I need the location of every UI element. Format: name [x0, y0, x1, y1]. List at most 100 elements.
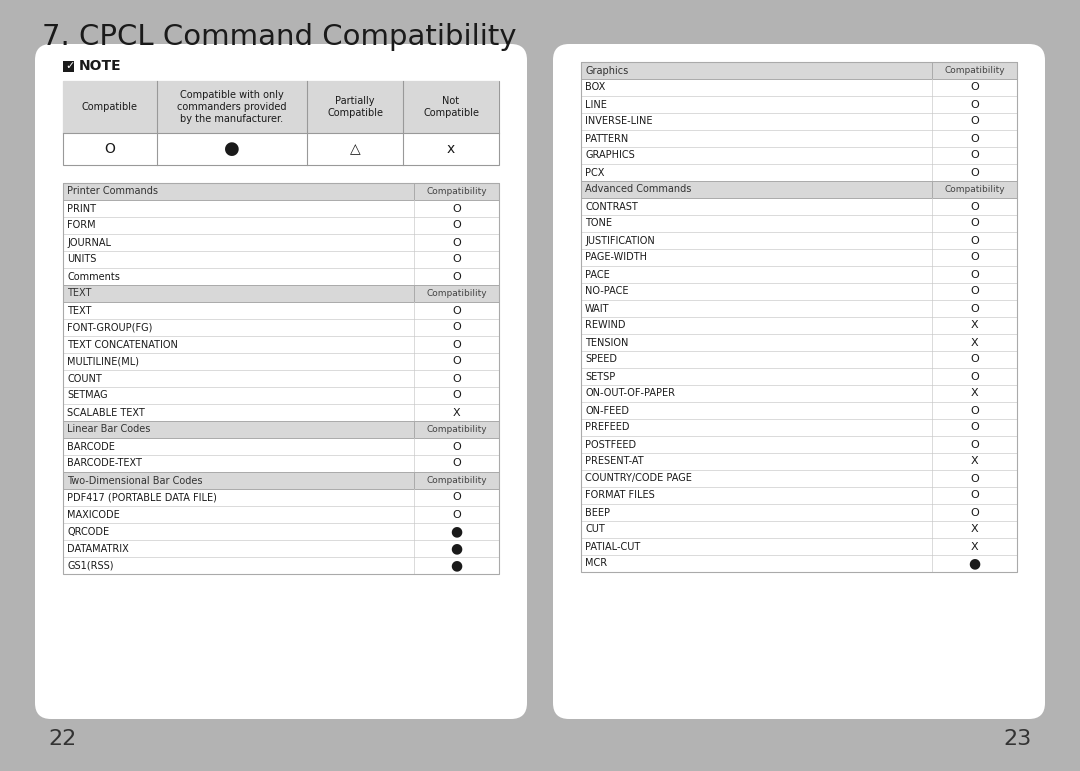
Text: Compatibility: Compatibility [427, 476, 487, 485]
Text: O: O [970, 372, 978, 382]
Text: O: O [970, 473, 978, 483]
Text: O: O [453, 237, 461, 247]
Text: O: O [453, 221, 461, 231]
Bar [63, 183, 499, 574]
Text: O: O [970, 439, 978, 449]
Text: O: O [970, 507, 978, 517]
Text: Comments: Comments [67, 271, 120, 281]
Text: TEXT CONCATENATION: TEXT CONCATENATION [67, 339, 178, 349]
Text: O: O [970, 116, 978, 126]
Text: PATTERN: PATTERN [585, 133, 629, 143]
Text: BARCODE: BARCODE [67, 442, 114, 452]
Text: O: O [970, 235, 978, 245]
Text: JOURNAL: JOURNAL [67, 237, 111, 247]
Bar [63, 183, 499, 574]
Text: O: O [970, 252, 978, 262]
Text: X: X [453, 408, 460, 418]
Text: NO-PACE: NO-PACE [585, 287, 629, 297]
Text: FONT-GROUP(FG): FONT-GROUP(FG) [67, 322, 152, 332]
Text: PRINT: PRINT [67, 204, 96, 214]
Text: X: X [971, 338, 978, 348]
Text: PCX: PCX [585, 167, 605, 177]
Text: O: O [453, 510, 461, 520]
Text: ON-OUT-OF-PAPER: ON-OUT-OF-PAPER [585, 389, 675, 399]
Text: TEXT: TEXT [67, 305, 92, 315]
Text: MCR: MCR [585, 558, 607, 568]
Text: Compatible with only
commanders provided
by the manufacturer.: Compatible with only commanders provided… [177, 89, 286, 124]
Text: X: X [971, 389, 978, 399]
Text: O: O [970, 287, 978, 297]
Bar [63, 183, 499, 200]
Text: O: O [970, 270, 978, 280]
Text: DATAMATRIX: DATAMATRIX [67, 544, 129, 554]
Bar [581, 181, 1017, 198]
Text: Not
Compatible: Not Compatible [423, 96, 480, 118]
Text: O: O [970, 99, 978, 109]
Text: △: △ [350, 142, 361, 156]
Text: LINE: LINE [585, 99, 607, 109]
Text: TONE: TONE [585, 218, 612, 228]
Text: SETSP: SETSP [585, 372, 616, 382]
Text: Linear Bar Codes: Linear Bar Codes [67, 425, 150, 435]
Text: Compatibility: Compatibility [427, 289, 487, 298]
Text: ●: ● [969, 557, 981, 571]
Text: ●: ● [450, 524, 462, 538]
Text: ●: ● [450, 558, 462, 573]
Text: O: O [453, 459, 461, 469]
Text: O: O [970, 406, 978, 416]
Text: Two-Dimensional Bar Codes: Two-Dimensional Bar Codes [67, 476, 203, 486]
Bar [63, 60, 75, 72]
Text: X: X [971, 456, 978, 466]
Text: O: O [453, 271, 461, 281]
Bar [581, 62, 1017, 572]
Text: O: O [970, 490, 978, 500]
Text: O: O [453, 322, 461, 332]
Text: Partially
Compatible: Partially Compatible [327, 96, 383, 118]
Text: Compatibility: Compatibility [427, 187, 487, 196]
Text: O: O [970, 423, 978, 433]
Text: 7. CPCL Command Compatibility: 7. CPCL Command Compatibility [42, 23, 516, 51]
FancyBboxPatch shape [553, 44, 1045, 719]
Text: FORMAT FILES: FORMAT FILES [585, 490, 654, 500]
Text: PATIAL-CUT: PATIAL-CUT [585, 541, 640, 551]
Text: PDF417 (PORTABLE DATA FILE): PDF417 (PORTABLE DATA FILE) [67, 493, 217, 503]
Bar [581, 62, 1017, 572]
Text: O: O [453, 390, 461, 400]
Text: GRAPHICS: GRAPHICS [585, 150, 635, 160]
Text: O: O [453, 373, 461, 383]
Text: X: X [971, 321, 978, 331]
Text: SPEED: SPEED [585, 355, 617, 365]
Text: Compatibility: Compatibility [944, 185, 1004, 194]
Text: BOX: BOX [585, 82, 605, 93]
Text: NOTE: NOTE [79, 59, 122, 73]
Text: PACE: PACE [585, 270, 610, 280]
Text: O: O [970, 304, 978, 314]
Text: O: O [970, 150, 978, 160]
Text: Graphics: Graphics [585, 66, 629, 76]
Text: REWIND: REWIND [585, 321, 625, 331]
Bar [63, 421, 499, 438]
Text: ●: ● [450, 541, 462, 555]
Text: O: O [105, 142, 116, 156]
Text: Printer Commands: Printer Commands [67, 187, 158, 197]
Text: GS1(RSS): GS1(RSS) [67, 561, 113, 571]
Text: SETMAG: SETMAG [67, 390, 108, 400]
Bar [63, 81, 499, 165]
Text: QRCODE: QRCODE [67, 527, 109, 537]
Text: O: O [453, 254, 461, 264]
Text: WAIT: WAIT [585, 304, 609, 314]
Text: 22: 22 [48, 729, 77, 749]
Text: PAGE-WIDTH: PAGE-WIDTH [585, 252, 647, 262]
Text: ON-FEED: ON-FEED [585, 406, 629, 416]
Text: SCALABLE TEXT: SCALABLE TEXT [67, 408, 145, 418]
Bar [63, 472, 499, 489]
Text: TENSION: TENSION [585, 338, 629, 348]
Text: O: O [970, 82, 978, 93]
FancyBboxPatch shape [35, 44, 527, 719]
Text: TEXT: TEXT [67, 288, 92, 298]
Text: x: x [447, 142, 455, 156]
Text: O: O [453, 356, 461, 366]
Text: O: O [970, 201, 978, 211]
Text: X: X [971, 541, 978, 551]
Text: CONTRAST: CONTRAST [585, 201, 638, 211]
